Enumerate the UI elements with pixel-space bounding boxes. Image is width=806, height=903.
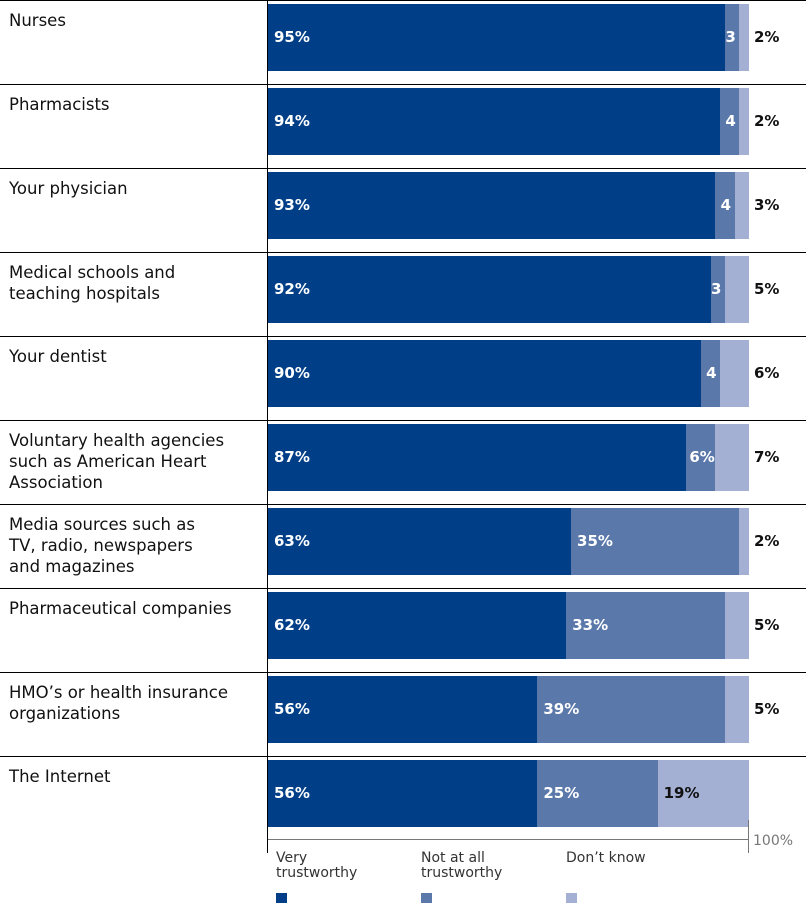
bar-very-trustworthy [268, 340, 701, 407]
bar-not-trustworthy [720, 88, 740, 155]
bar-very-trustworthy [268, 4, 725, 71]
bar-dont-know [724, 256, 749, 323]
value-label: 3 [710, 280, 722, 298]
legend-swatch [276, 893, 287, 903]
value-label: 90% [274, 364, 310, 382]
bar-not-trustworthy [571, 508, 740, 575]
bar-very-trustworthy [268, 88, 721, 155]
legend-swatch [421, 893, 432, 903]
value-label: 56% [274, 700, 310, 718]
row-divider [0, 168, 806, 169]
row-divider [0, 504, 806, 505]
category-label: Media sources such as TV, radio, newspap… [9, 515, 195, 576]
value-label: 39% [543, 700, 580, 718]
bar-very-trustworthy [268, 424, 687, 491]
row-divider [0, 84, 806, 85]
legend-label: Don’t know [566, 850, 646, 866]
value-label: 56% [274, 784, 310, 802]
bar-very-trustworthy [268, 172, 716, 239]
category-label: Your dentist [9, 347, 107, 366]
bar-not-trustworthy [537, 676, 725, 743]
category-label: HMO’s or health insurance organizations [9, 683, 228, 723]
value-label: 4 [720, 196, 731, 214]
bar-not-trustworthy [686, 424, 716, 491]
value-label: 19% [663, 784, 700, 802]
x-axis-line [268, 839, 749, 840]
bar-not-trustworthy [700, 340, 721, 407]
legend-label: Not at all trustworthy [421, 850, 503, 881]
bar-dont-know [734, 172, 749, 239]
bar-very-trustworthy [268, 256, 711, 323]
bar-not-trustworthy [710, 256, 725, 323]
row-divider [0, 756, 806, 757]
bar-not-trustworthy [724, 4, 740, 71]
bar-dont-know [739, 4, 749, 71]
value-label: 95% [274, 28, 310, 46]
value-label: 6% [754, 364, 780, 382]
value-label: 63% [274, 532, 310, 550]
value-label: 2% [754, 112, 780, 130]
value-label: 7% [754, 448, 780, 466]
bar-very-trustworthy [268, 676, 538, 743]
value-label: 6% [689, 448, 715, 466]
category-label: Your physician [9, 179, 128, 198]
row-divider [0, 420, 806, 421]
bar-not-trustworthy [537, 760, 658, 827]
value-label: 4 [725, 112, 736, 130]
value-label: 5% [754, 616, 780, 634]
value-label: 4 [706, 364, 717, 382]
value-label: 2% [754, 28, 780, 46]
category-label: Nurses [9, 11, 66, 30]
value-label: 3 [725, 28, 736, 46]
bar-very-trustworthy [268, 592, 567, 659]
value-label: 25% [543, 784, 580, 802]
category-label: Pharmaceutical companies [9, 599, 232, 618]
bar-very-trustworthy [268, 508, 572, 575]
bar-very-trustworthy [268, 760, 538, 827]
value-label: 33% [572, 616, 609, 634]
bar-not-trustworthy [715, 172, 735, 239]
value-label: 5% [754, 280, 780, 298]
value-label: 5% [754, 700, 780, 718]
value-label: 2% [754, 532, 780, 550]
axis-end-label: 100% [753, 833, 794, 849]
y-axis-line [267, 0, 268, 853]
category-label: Voluntary health agencies such as Americ… [9, 431, 225, 492]
bar-dont-know [720, 340, 749, 407]
hundred-percent-line [748, 820, 749, 853]
bar-dont-know [715, 424, 749, 491]
value-label: 92% [274, 280, 310, 298]
legend-label: Very trustworthy [276, 850, 358, 881]
category-label: Pharmacists [9, 95, 110, 114]
bar-dont-know [724, 676, 749, 743]
bar-dont-know [724, 592, 749, 659]
category-label: The Internet [9, 767, 111, 786]
row-divider [0, 672, 806, 673]
value-label: 62% [274, 616, 310, 634]
category-label: Medical schools and teaching hospitals [9, 263, 176, 303]
row-divider [0, 588, 806, 589]
row-divider [0, 252, 806, 253]
value-label: 87% [274, 448, 310, 466]
row-divider [0, 0, 806, 1]
value-label: 3% [754, 196, 780, 214]
bar-not-trustworthy [566, 592, 725, 659]
bar-dont-know [739, 508, 749, 575]
value-label: 35% [577, 532, 613, 550]
value-label: 94% [274, 112, 310, 130]
legend-swatch [566, 893, 577, 903]
row-divider [0, 336, 806, 337]
bar-dont-know [739, 88, 749, 155]
bar-dont-know [657, 760, 749, 827]
value-label: 93% [274, 196, 310, 214]
